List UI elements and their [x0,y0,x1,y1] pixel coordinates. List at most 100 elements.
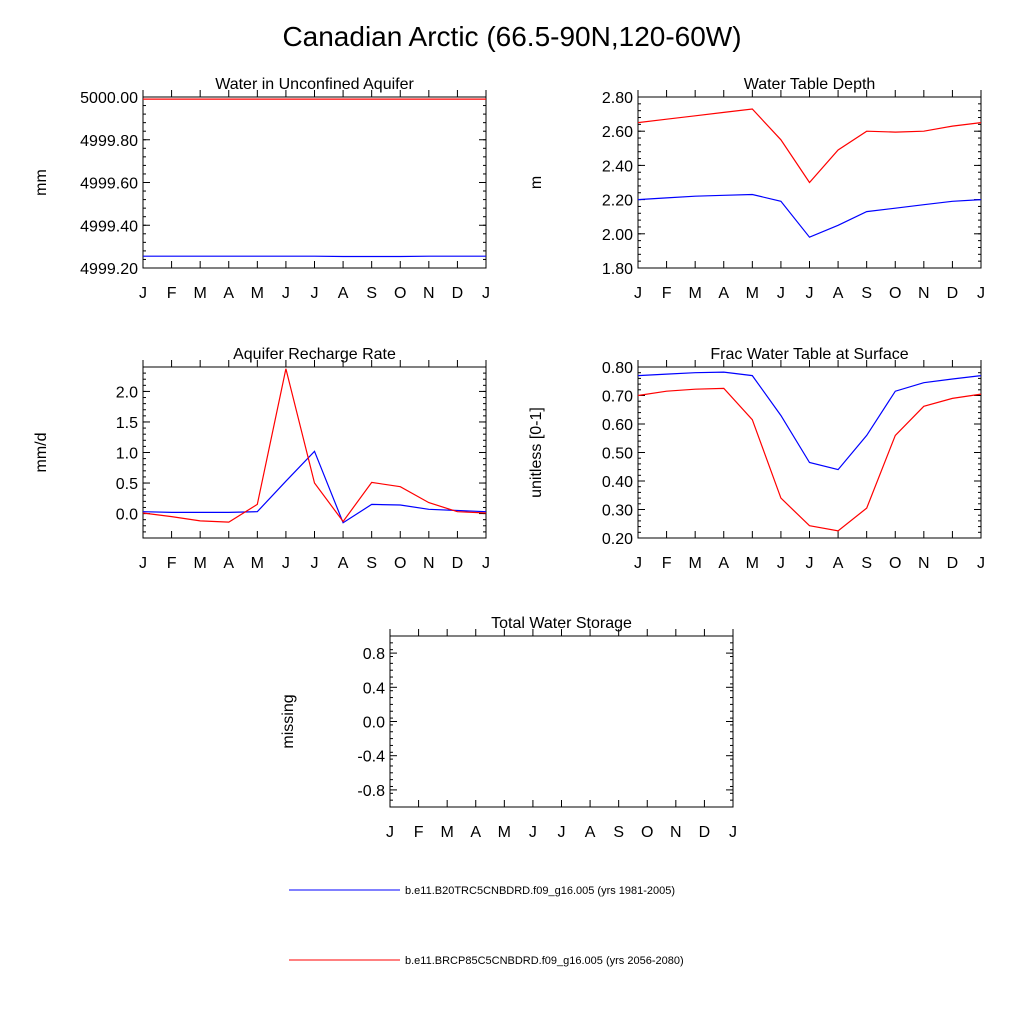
y-tick-label: 0.50 [602,446,633,463]
y-axis-label: unitless [0-1] [528,407,545,498]
x-tick-label: J [482,555,490,572]
y-tick-label: 0.5 [116,476,138,493]
x-tick-label: A [338,555,349,572]
x-tick-label: S [366,285,377,302]
x-tick-label: J [529,824,537,841]
x-tick-label: N [918,555,930,572]
y-axis-label: missing [280,694,297,748]
x-tick-label: J [806,285,814,302]
x-tick-label: J [282,555,290,572]
plot-frame [142,96,487,269]
x-tick-label: J [311,555,319,572]
series-line-1 [637,371,982,471]
y-tick-label: 0.8 [363,646,385,663]
x-tick-label: J [977,285,985,302]
page-title: Canadian Arctic (66.5-90N,120-60W) [282,21,742,52]
x-tick-label: M [251,555,264,572]
series-line-1 [142,450,487,524]
x-tick-label: O [889,555,901,572]
x-tick-label: A [470,824,481,841]
y-tick-label: 0.80 [602,360,633,377]
x-tick-label: A [833,555,844,572]
y-axis-label: mm/d [33,433,50,473]
x-tick-label: N [670,824,682,841]
x-tick-label: A [585,824,596,841]
y-tick-label: -0.8 [357,783,385,800]
y-tick-label: 5000.00 [80,90,138,107]
x-tick-label: N [423,555,435,572]
series-line-2 [637,108,982,184]
y-tick-label: 1.5 [116,415,138,432]
series-line-2 [142,368,487,523]
y-tick-label: 0.0 [116,507,138,524]
x-tick-label: J [139,285,147,302]
x-tick-label: M [194,555,207,572]
x-tick-label: M [746,555,759,572]
x-tick-label: J [139,555,147,572]
x-tick-label: F [662,555,672,572]
x-tick-label: J [282,285,290,302]
y-tick-label: 1.80 [602,261,633,278]
x-tick-label: M [689,555,702,572]
x-tick-label: J [977,555,985,572]
series-line-1 [637,193,982,238]
chart-title: Total Water Storage [491,615,632,632]
chart-aquifer: Water in Unconfined Aquifer mm 4999.20 4999… [33,76,490,302]
chart-recharge: Aquifer Recharge Rate mm/d 0.0 0.5 1.0 1.5 2.0… [33,346,490,572]
y-tick-label: 2.60 [602,124,633,141]
x-tick-label: M [498,824,511,841]
x-tick-label: M [746,285,759,302]
x-tick-label: O [394,555,406,572]
x-tick-label: S [613,824,624,841]
chart-title: Aquifer Recharge Rate [233,346,396,363]
x-tick-label: J [634,285,642,302]
x-tick-label: J [558,824,566,841]
legend-label: b.e11.BRCP85C5CNBDRD.f09_g16.005 (yrs 20… [405,955,684,967]
y-tick-label: 0.40 [602,474,633,491]
x-tick-label: M [441,824,454,841]
y-tick-label: 0.20 [602,531,633,548]
x-tick-label: D [452,555,464,572]
chart-title: Water in Unconfined Aquifer [215,76,414,93]
y-tick-label: 4999.80 [80,133,138,150]
y-tick-label: -0.4 [357,749,385,766]
y-tick-label: 0.4 [363,680,385,697]
plot-frame [637,366,982,539]
x-tick-label: A [718,285,729,302]
series-line-2 [637,387,982,532]
y-tick-label: 2.80 [602,90,633,107]
plot-frame [389,635,734,808]
chart-title: Water Table Depth [744,76,876,93]
x-tick-label: S [861,555,872,572]
x-tick-label: A [338,285,349,302]
y-tick-label: 0.0 [363,715,385,732]
x-tick-label: O [394,285,406,302]
chart-fracwt: Frac Water Table at Surface unitless [0-1… [528,346,985,572]
x-tick-label: D [947,285,959,302]
x-tick-label: F [414,824,424,841]
x-tick-label: F [167,285,177,302]
x-tick-label: J [777,555,785,572]
y-axis-label: mm [33,169,50,196]
y-tick-label: 2.40 [602,158,633,175]
x-tick-label: F [167,555,177,572]
x-tick-label: D [947,555,959,572]
x-tick-label: O [641,824,653,841]
x-tick-label: N [918,285,930,302]
y-tick-label: 2.20 [602,193,633,210]
x-tick-label: J [311,285,319,302]
x-tick-label: N [423,285,435,302]
legend-item: b.e11.BRCP85C5CNBDRD.f09_g16.005 (yrs 20… [289,955,684,967]
x-tick-label: S [366,555,377,572]
x-tick-label: A [223,285,234,302]
y-tick-label: 0.70 [602,389,633,406]
x-tick-label: D [699,824,711,841]
x-tick-label: J [729,824,737,841]
legend-label: b.e11.B20TRC5CNBDRD.f09_g16.005 (yrs 198… [405,885,675,897]
y-tick-label: 4999.60 [80,176,138,193]
x-tick-label: M [251,285,264,302]
x-tick-label: S [861,285,872,302]
x-tick-label: D [452,285,464,302]
x-tick-label: A [223,555,234,572]
